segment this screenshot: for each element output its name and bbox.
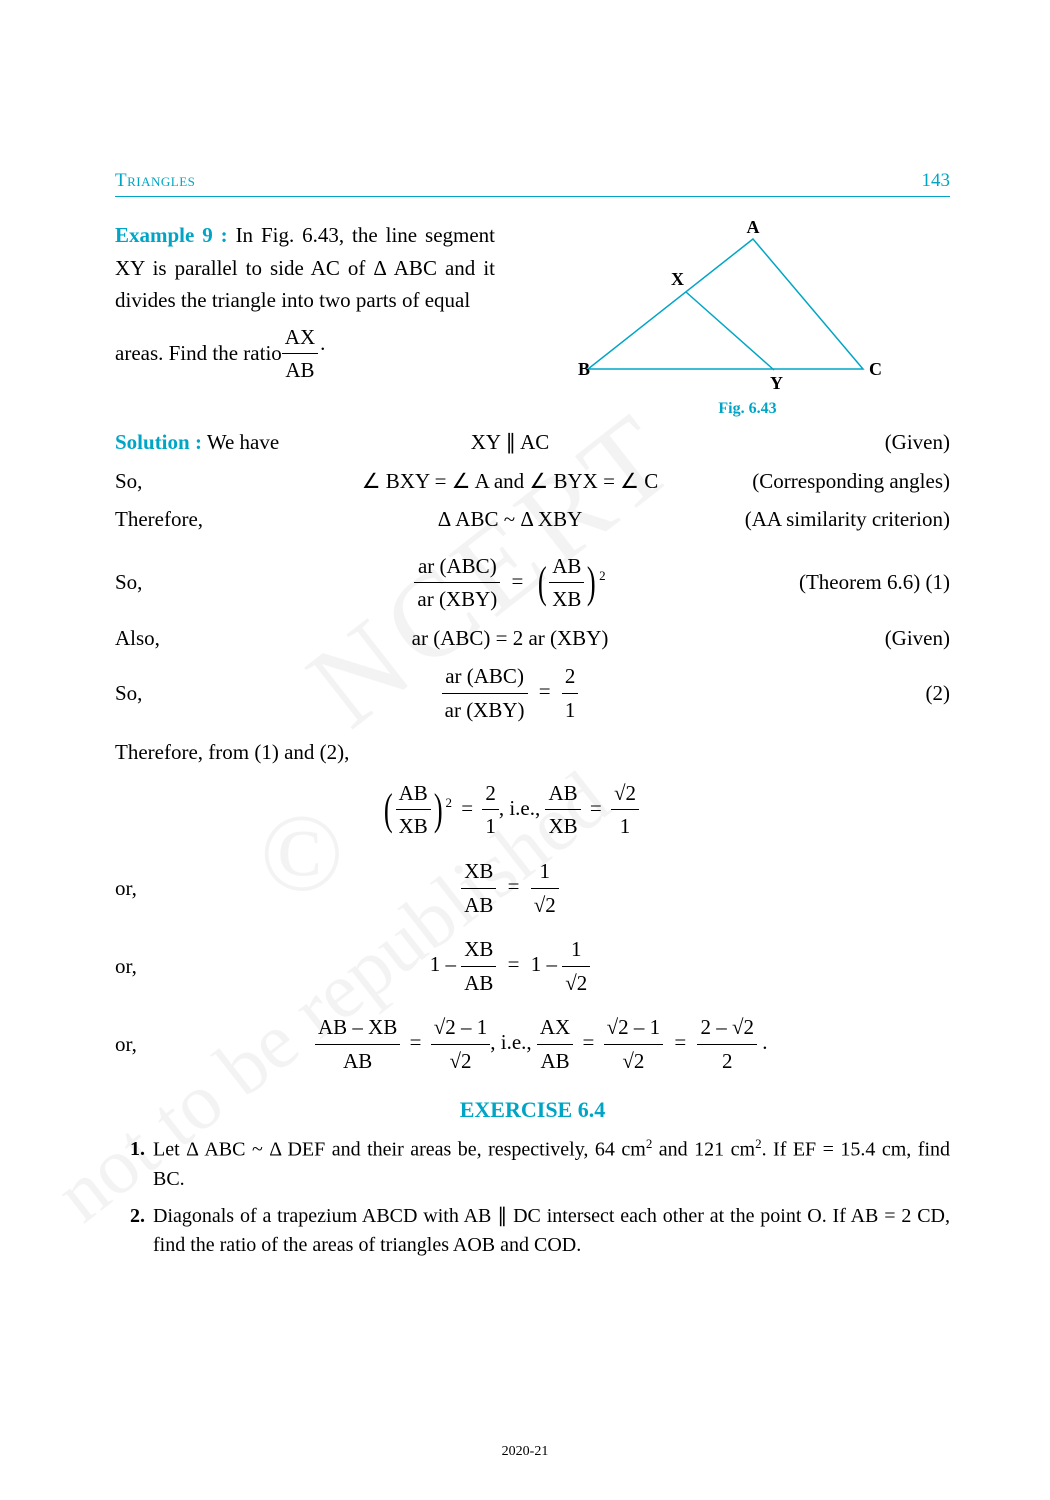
figure-caption: Fig. 6.43	[545, 400, 950, 418]
example-text-2: areas. Find the ratio	[115, 337, 282, 370]
exercise-list: 1. Let Δ ABC ~ Δ DEF and their areas be,…	[115, 1135, 950, 1260]
example-label: Example 9 :	[115, 223, 228, 247]
svg-text:Y: Y	[770, 373, 783, 393]
svg-text:A: A	[746, 219, 759, 237]
ratio-frac: AX AB	[282, 321, 318, 387]
solution-line: Therefore, Δ ABC ~ Δ XBY (AA similarity …	[115, 503, 950, 536]
solution-line: So, ∠ BXY = ∠ A and ∠ BYX = ∠ C (Corresp…	[115, 465, 950, 498]
equation-row: So, ar (ABC)ar (XBY) = 21 (2)	[115, 660, 950, 726]
equation-row: or, AB – XBAB = √2 – 1√2, i.e., AXAB = √…	[115, 1011, 950, 1077]
chapter-title: Triangles	[115, 170, 195, 192]
question-item: 2. Diagonals of a trapezium ABCD with AB…	[115, 1202, 950, 1260]
footer-year: 2020-21	[0, 1444, 1050, 1460]
example-block: Example 9 : In Fig. 6.43, the line segme…	[115, 219, 950, 418]
svg-text:B: B	[578, 359, 590, 379]
svg-text:X: X	[671, 269, 684, 289]
solution-line: Solution : We have XY ∥ AC (Given)	[115, 426, 950, 459]
svg-text:C: C	[869, 359, 882, 379]
figure-container: A B C X Y Fig. 6.43	[505, 219, 950, 418]
therefore-line: Therefore, from (1) and (2),	[115, 736, 950, 769]
equation-row: So, ar (ABC)ar (XBY) = (ABXB)2 (Theorem …	[115, 550, 950, 616]
equation-row: Also, ar (ABC) = 2 ar (XBY) (Given)	[115, 622, 950, 655]
equation-row: or, XBAB = 1√2	[115, 855, 950, 921]
page-header: Triangles 143	[115, 170, 950, 197]
equation-row: or, 1 – XBAB = 1 – 1√2	[115, 933, 950, 999]
question-item: 1. Let Δ ABC ~ Δ DEF and their areas be,…	[115, 1135, 950, 1194]
triangle-figure: A B C X Y	[568, 219, 888, 399]
exercise-heading: EXERCISE 6.4	[115, 1097, 950, 1123]
page-number: 143	[922, 170, 951, 192]
equation-row: (ABXB)2 = 21, i.e., ABXB = √21	[115, 777, 950, 843]
